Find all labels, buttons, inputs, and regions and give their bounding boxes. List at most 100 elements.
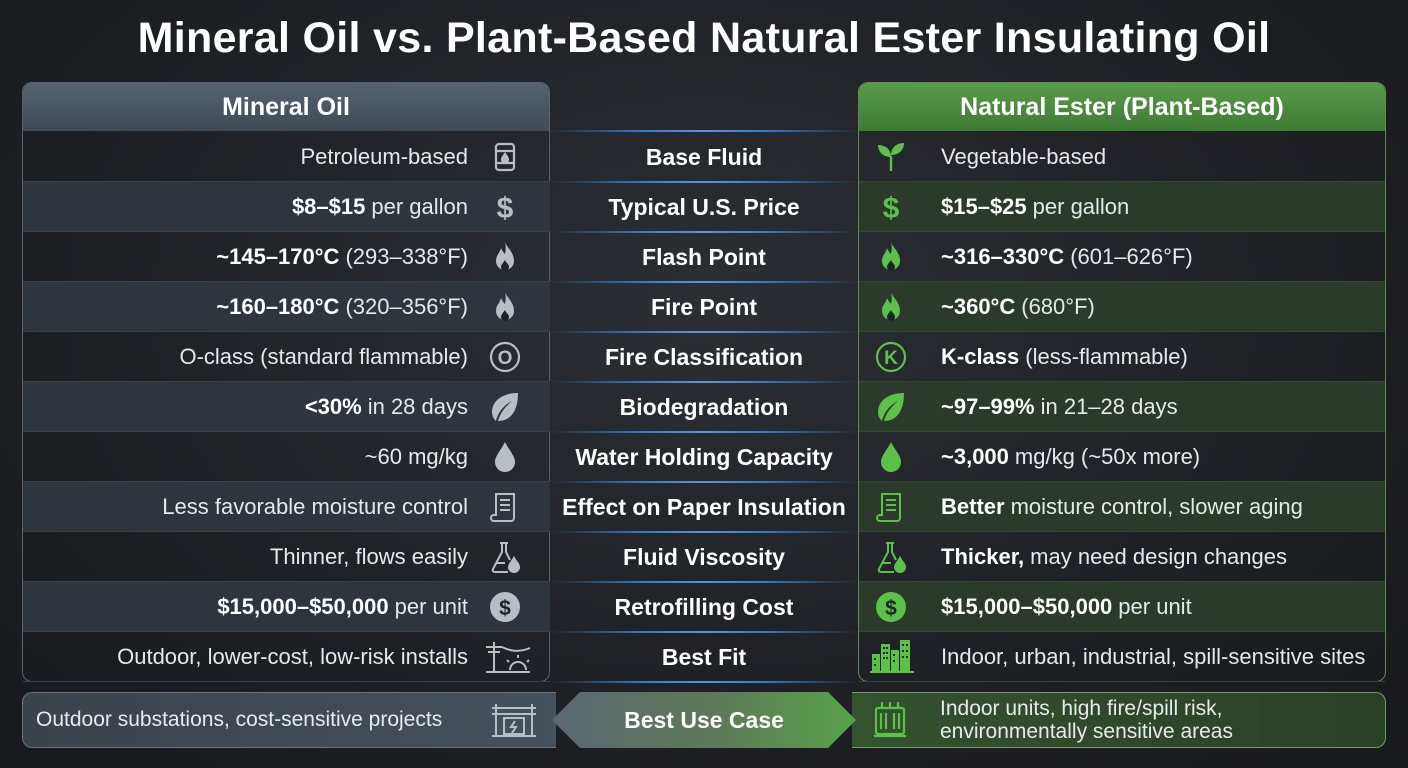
mineral-oil-value: Less favorable moisture control	[23, 482, 550, 532]
natural-ester-value: Indoor, urban, industrial, spill-sensiti…	[859, 632, 1385, 682]
dollar-icon: $	[488, 190, 522, 224]
droplet-icon	[874, 440, 908, 474]
svg-text:$: $	[499, 597, 511, 620]
mineral-oil-value-text: ~60 mg/kg	[364, 443, 468, 469]
property-label: Typical U.S. Price	[608, 193, 800, 220]
row-separator	[550, 381, 858, 383]
mineral-oil-value-text: Petroleum-based	[300, 143, 468, 169]
flask-icon	[874, 540, 908, 574]
mineral-oil-value-text: Thinner, flows easily	[269, 543, 468, 569]
svg-text:$: $	[883, 192, 900, 224]
natural-ester-value-emphasis: K-class	[941, 343, 1020, 369]
barrel-icon	[488, 140, 522, 174]
mineral-oil-value: <30% in 28 days	[23, 382, 550, 432]
flame-icon	[874, 240, 908, 274]
mineral-oil-value: $8–$15 per gallon	[23, 182, 550, 232]
row-separator	[550, 281, 858, 283]
comparison-row: Outdoor, lower-cost, low-risk installs Be…	[0, 632, 1408, 683]
property-label: Fire Point	[650, 293, 758, 320]
flame-icon	[874, 290, 908, 324]
banner-right-text: Indoor units, high fire/spill risk, envi…	[940, 697, 1380, 743]
row-separator	[550, 181, 858, 183]
natural-ester-value: Better moisture control, slower aging	[859, 482, 1385, 532]
natural-ester-value: ~316–330°C (601–626°F)	[859, 232, 1385, 282]
mineral-oil-value-text: per gallon	[371, 193, 468, 219]
banner-left-panel	[22, 692, 556, 748]
natural-ester-value-emphasis: ~97–99%	[941, 393, 1035, 419]
scroll-icon	[874, 490, 908, 524]
comparison-row: O-class (standard flammable) O Fire Classi…	[0, 332, 1408, 383]
flame-icon	[488, 290, 522, 324]
natural-ester-value-emphasis: $15,000–$50,000	[941, 593, 1113, 619]
comparison-row: $15,000–$50,000 per unit $ Retrofilling Cos…	[0, 582, 1408, 633]
property-label: Retrofilling Cost	[614, 593, 794, 620]
natural-ester-value: $15–$25 per gallon	[859, 182, 1385, 232]
mineral-oil-value-emphasis: <30%	[304, 393, 362, 419]
row-separator	[550, 581, 858, 583]
flame-icon	[488, 240, 522, 274]
natural-ester-value-text: in 21–28 days	[1040, 393, 1178, 419]
droplet-icon	[488, 440, 522, 474]
comparison-row: Thinner, flows easily Fluid Viscosity Thic…	[0, 532, 1408, 583]
natural-ester-value-text: moisture control, slower aging	[1010, 493, 1303, 519]
natural-ester-value-emphasis: ~316–330°C	[941, 243, 1065, 269]
natural-ester-value-emphasis: Thicker,	[941, 543, 1025, 569]
coin-icon: $	[488, 590, 522, 624]
banner-right-line2: environmentally sensitive areas	[940, 720, 1233, 743]
mineral-oil-value-text: Less favorable moisture control	[162, 493, 468, 519]
banner-left-text: Outdoor substations, cost-sensitive proj…	[36, 708, 443, 731]
natural-ester-value-text: per gallon	[1032, 193, 1130, 219]
mineral-oil-header: Mineral Oil	[23, 83, 549, 131]
mineral-oil-value: ~160–180°C (320–356°F)	[23, 282, 550, 332]
row-separator	[550, 431, 858, 433]
coin-icon: $	[874, 590, 908, 624]
property-label: Base Fluid	[645, 143, 763, 170]
mineral-oil-value: Thinner, flows easily	[23, 532, 550, 582]
row-separator	[550, 531, 858, 533]
natural-ester-column: Natural Ester (Plant-Based)	[858, 82, 1386, 682]
row-separator	[550, 481, 858, 483]
comparison-row: ~60 mg/kg Water Holding Capacity ~3,000 mg/…	[0, 432, 1408, 483]
mineral-oil-value: Outdoor, lower-cost, low-risk installs	[23, 632, 550, 682]
substation-icon	[490, 702, 538, 738]
natural-ester-value: ~97–99% in 21–28 days	[859, 382, 1385, 432]
mineral-oil-value-emphasis: $8–$15	[291, 193, 366, 219]
natural-ester-value: Vegetable-based	[859, 132, 1385, 182]
property-label: Flash Point	[642, 243, 766, 270]
natural-ester-value-emphasis: ~3,000	[941, 443, 1009, 469]
comparison-row: ~160–180°C (320–356°F) Fire Point ~360°C (68…	[0, 282, 1408, 333]
flask-icon	[488, 540, 522, 574]
row-separator	[550, 631, 858, 633]
natural-ester-header: Natural Ester (Plant-Based)	[859, 83, 1385, 131]
dollar-icon: $	[874, 190, 908, 224]
natural-ester-value-text: (680°F)	[1021, 293, 1095, 319]
leaf-sprout-icon	[874, 140, 908, 174]
banner-right-line1: Indoor units, high fire/spill risk,	[940, 697, 1223, 720]
mineral-oil-value: Petroleum-based	[23, 132, 550, 182]
property-label: Fluid Viscosity	[623, 543, 785, 570]
mineral-oil-value-emphasis: $15,000–$50,000	[217, 593, 389, 619]
mineral-oil-value: ~60 mg/kg	[23, 432, 550, 482]
natural-ester-value-text: may need design changes	[1030, 543, 1288, 569]
natural-ester-value-emphasis: Better	[941, 493, 1005, 519]
banner-arrow	[552, 692, 856, 748]
natural-ester-value-text: mg/kg (~50x more)	[1014, 443, 1201, 469]
natural-ester-value: $15,000–$50,000 per unit	[859, 582, 1385, 632]
power-pole-icon	[484, 640, 531, 674]
property-label: Best Fit	[661, 643, 747, 670]
comparison-row: Less favorable moisture control Effect on…	[0, 482, 1408, 533]
svg-text:$: $	[885, 597, 897, 620]
mineral-oil-value-text: (293–338°F)	[345, 243, 468, 269]
scroll-icon	[488, 490, 522, 524]
property-label: Water Holding Capacity	[575, 443, 833, 470]
natural-ester-value-text: (less-flammable)	[1025, 343, 1188, 369]
comparison-row: <30% in 28 days Biodegradation ~97–99% in 21…	[0, 382, 1408, 433]
mineral-oil-value: O-class (standard flammable)	[23, 332, 550, 382]
page-title: Mineral Oil vs. Plant-Based Natural Este…	[137, 14, 1271, 62]
mineral-oil-value-text: O-class (standard flammable)	[179, 343, 468, 369]
banner-right-panel	[852, 692, 1386, 748]
svg-text:K: K	[884, 348, 898, 369]
banner-label: Best Use Case	[624, 706, 784, 733]
mineral-oil-value-text: per unit	[394, 593, 468, 619]
natural-ester-value: K-class (less-flammable)	[859, 332, 1385, 382]
